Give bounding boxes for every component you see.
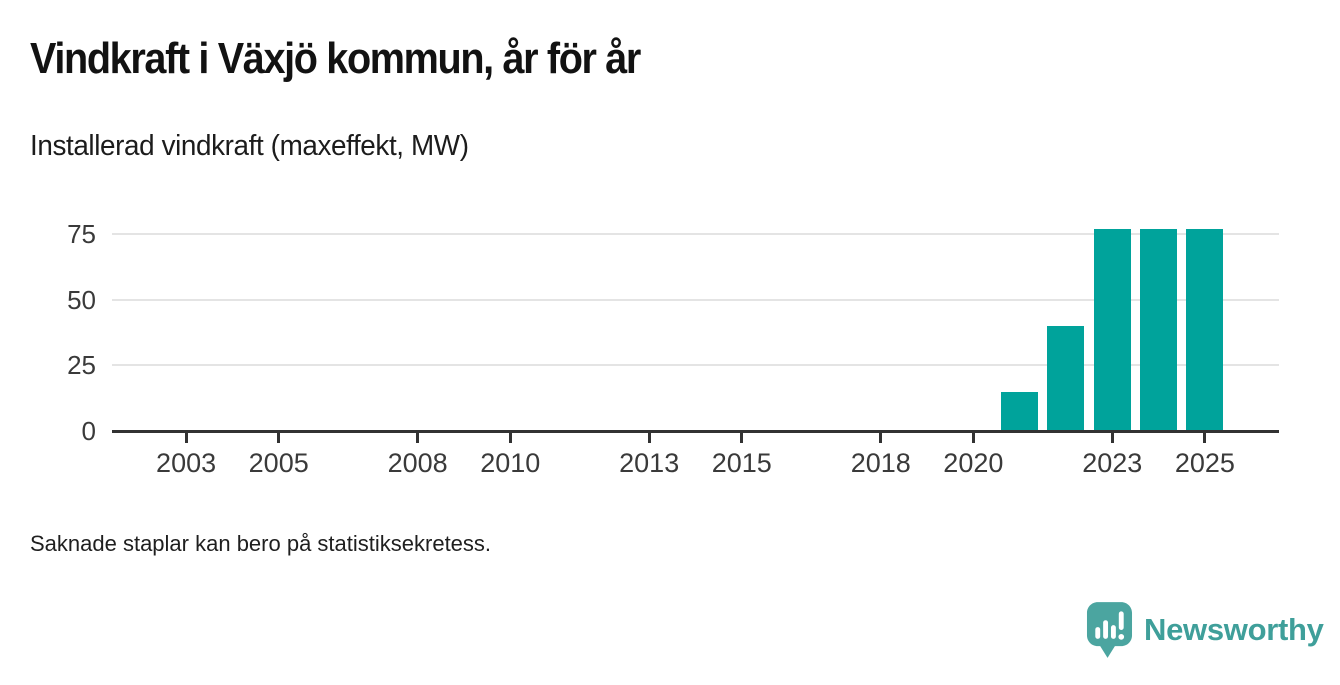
bar-2025 (1186, 228, 1224, 431)
x-axis-tick-2008 (416, 431, 420, 443)
newsworthy-logo[interactable]: Newsworthy (1086, 601, 1324, 659)
brand-name: Newsworthy (1144, 612, 1324, 647)
gridline-25 (112, 364, 1279, 367)
x-axis-tick-2025 (1203, 431, 1207, 443)
bar-2022 (1047, 325, 1085, 431)
x-axis-label-2018: 2018 (850, 448, 911, 478)
y-axis-label-25: 25 (67, 350, 96, 381)
x-axis-label-2005: 2005 (248, 448, 309, 478)
bar-2023 (1093, 228, 1131, 431)
gridline-75 (112, 232, 1279, 235)
x-axis-label-2003: 2003 (156, 448, 217, 478)
y-axis-label-75: 75 (67, 218, 96, 249)
gridline-50 (112, 298, 1279, 301)
x-axis-label-2025: 2025 (1174, 448, 1235, 478)
bar-2024 (1140, 228, 1178, 431)
chart-subtitle: Installerad vindkraft (maxeffekt, MW) (30, 130, 469, 162)
x-axis-tick-2005 (277, 431, 281, 443)
x-axis-label-2013: 2013 (619, 448, 680, 478)
x-axis-label-2010: 2010 (480, 448, 541, 478)
y-axis-label-50: 50 (67, 284, 96, 315)
x-axis-tick-2015 (740, 431, 744, 443)
x-axis-label-2023: 2023 (1082, 448, 1143, 478)
plot-area: 0 25 50 75 2003 2005 2008 2010 2013 2015 2018 2020 2… (67, 205, 1279, 478)
x-axis-label-2008: 2008 (387, 448, 448, 478)
x-axis-tick-2013 (647, 431, 651, 443)
footnote: Saknade staplar kan bero på statistiksek… (30, 531, 492, 556)
x-axis-tick-2003 (184, 431, 188, 443)
x-axis-line (112, 429, 1279, 433)
x-axis-tick-2020 (971, 431, 975, 443)
x-axis-label-2020: 2020 (943, 448, 1004, 478)
x-axis-tick-2023 (1110, 431, 1114, 443)
x-axis-tick-2018 (879, 431, 883, 443)
x-axis-tick-2010 (508, 431, 512, 443)
x-axis-label-2015: 2015 (711, 448, 772, 478)
y-axis-label-0: 0 (81, 416, 96, 446)
speech-bubble-bar-chart-icon (1086, 602, 1133, 658)
bar-2021 (1001, 391, 1039, 431)
chart-title: Vindkraft i Växjö kommun, år för år (30, 34, 641, 83)
